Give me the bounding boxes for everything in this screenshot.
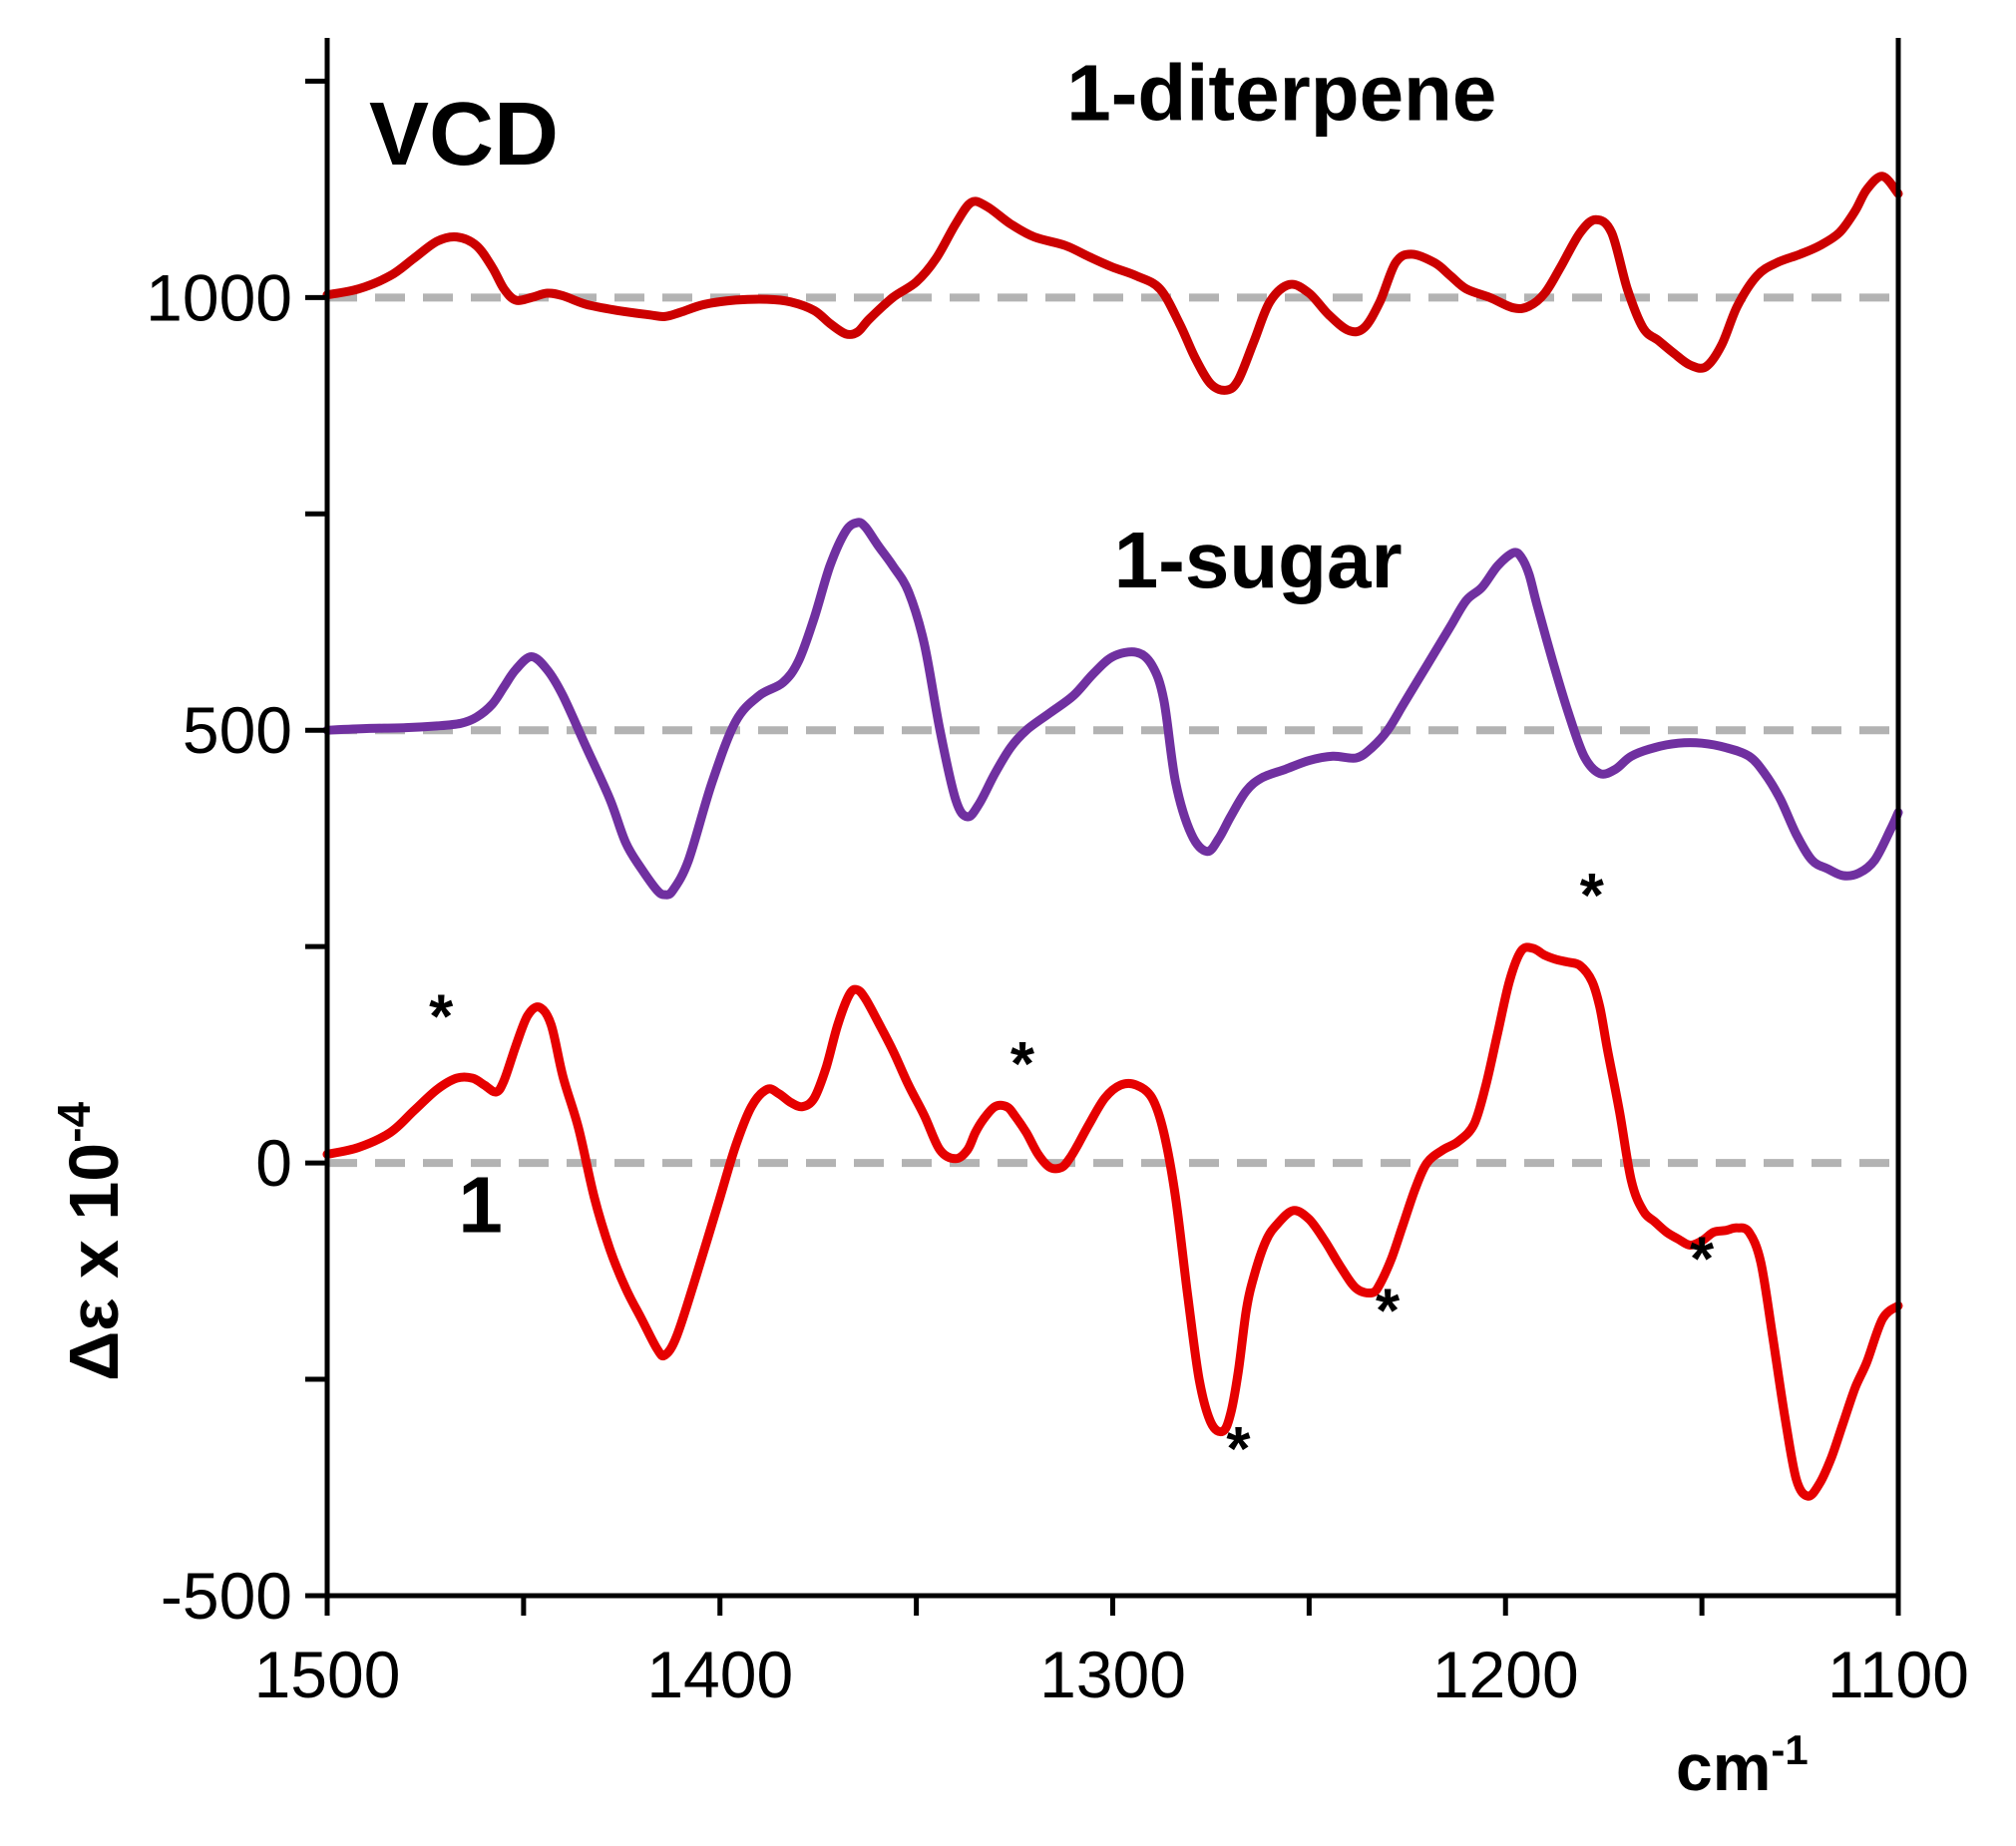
- series-label: 1-sugar: [1114, 516, 1403, 604]
- x-tick-label: 1400: [646, 1638, 793, 1711]
- x-tick-label: 1100: [1827, 1638, 1969, 1711]
- series-line-1-2: [322, 942, 1903, 1501]
- series-lines: [322, 172, 1903, 1501]
- annotations: 1-diterpene 1-sugar 1 * * * * * *: [429, 48, 1715, 1484]
- y-tick-label: 1000: [146, 260, 292, 334]
- y-tick-label: -500: [161, 1559, 292, 1633]
- asterisk-marker: *: [1580, 862, 1605, 930]
- x-axis-label-main: cm: [1676, 1730, 1771, 1804]
- y-tick-label: 500: [183, 693, 292, 767]
- baselines: [327, 293, 1898, 1168]
- asterisk-marker: *: [1376, 1277, 1401, 1345]
- x-axis-label-superscript: -1: [1771, 1726, 1808, 1773]
- asterisk-marker: *: [1226, 1415, 1251, 1484]
- series-line-1-diterpene-0: [322, 172, 1903, 395]
- x-axis-label: cm-1: [1676, 1726, 1809, 1804]
- ticks: [305, 78, 1901, 1616]
- y-axis-label-superscript: -4: [48, 1101, 100, 1142]
- asterisk-marker: *: [429, 982, 454, 1051]
- asterisk-marker: *: [1690, 1225, 1715, 1293]
- y-tick-label: 0: [255, 1126, 292, 1200]
- x-tick-label: 1500: [254, 1638, 401, 1711]
- asterisk-marker: *: [1010, 1030, 1035, 1099]
- series-label: 1: [458, 1161, 503, 1250]
- series-label: 1-diterpene: [1066, 48, 1496, 137]
- tick-labels: -500 0 500 1000 1500 1400 1300 1200 1100: [146, 260, 1969, 1711]
- x-tick-label: 1200: [1432, 1638, 1579, 1711]
- chart-title: VCD: [369, 85, 559, 185]
- y-axis-label-main: Δε x 10: [55, 1143, 133, 1381]
- x-tick-label: 1300: [1039, 1638, 1186, 1711]
- y-axis-label: Δε x 10-4: [48, 1101, 133, 1381]
- series-line-1-sugar-1: [322, 518, 1903, 900]
